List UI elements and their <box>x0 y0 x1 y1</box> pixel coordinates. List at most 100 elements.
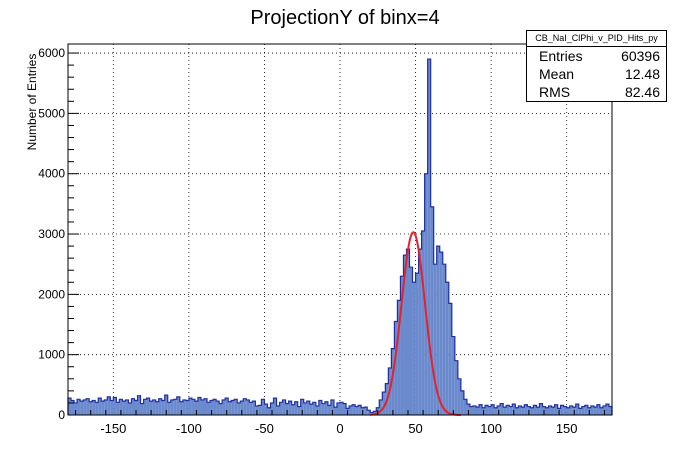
histogram-bin <box>101 401 105 415</box>
histogram-bin <box>146 398 150 415</box>
histogram-bin <box>488 406 492 415</box>
histogram-bin <box>188 398 192 415</box>
histogram-bin <box>466 404 470 415</box>
y-tick-label: 6000 <box>38 46 65 60</box>
histogram-bin <box>560 405 564 415</box>
histogram-bin <box>382 392 386 415</box>
histogram-bin <box>309 404 313 415</box>
histogram-bin <box>608 406 612 415</box>
histogram-bin <box>173 399 177 415</box>
histogram-bin <box>599 407 603 415</box>
histogram-bin <box>530 407 534 415</box>
grid-layer <box>68 44 612 415</box>
y-tick-label: 1000 <box>38 348 65 362</box>
gaussian-fit-layer <box>370 231 461 416</box>
histogram-bin <box>243 398 247 415</box>
histogram-bin <box>161 400 165 415</box>
histogram-bin <box>494 407 498 415</box>
histogram-bin <box>406 249 410 415</box>
histogram-bin <box>333 407 337 415</box>
histogram-bin <box>179 401 183 415</box>
histogram-bin <box>318 400 322 415</box>
histogram-bin <box>197 397 201 415</box>
histogram-bin <box>358 405 362 415</box>
histogram-bin <box>485 405 489 415</box>
histogram-bin <box>349 405 353 415</box>
histogram-bin <box>397 300 401 415</box>
histogram-bin <box>119 399 123 415</box>
histogram-bin <box>264 404 268 415</box>
histogram-bin <box>170 399 174 415</box>
histogram-bin <box>427 59 431 416</box>
histogram-bin <box>312 402 316 415</box>
y-tick-label: 3000 <box>38 227 65 241</box>
histogram-bin <box>74 402 78 415</box>
stats-row-rms: RMS 82.46 <box>527 83 666 101</box>
stats-row-entries: Entries 60396 <box>527 47 666 65</box>
histogram-bin <box>415 273 419 415</box>
histogram-bin <box>167 402 171 415</box>
histogram-bin <box>297 406 301 415</box>
histogram-bin <box>158 398 162 415</box>
stats-label: Mean <box>539 66 575 82</box>
histogram-bin <box>294 401 298 415</box>
histogram-bin <box>107 396 111 415</box>
histogram-bin <box>98 398 102 415</box>
histogram-bin <box>445 282 449 415</box>
histogram-bin <box>306 401 310 415</box>
histogram-bin <box>176 396 180 415</box>
histogram-bin <box>336 402 340 415</box>
histogram-bin <box>352 404 356 415</box>
histogram-bin <box>448 303 452 415</box>
histogram-bin <box>213 399 217 415</box>
histogram-bin <box>605 404 609 415</box>
histogram-bin <box>391 348 395 415</box>
histogram-bin <box>409 267 413 415</box>
y-tick-label: 0 <box>58 408 65 422</box>
histogram-bin <box>191 399 195 415</box>
histogram-bin <box>451 336 455 415</box>
histogram-bin <box>575 404 579 415</box>
histogram-bin <box>137 395 141 415</box>
histogram-bin <box>515 407 519 415</box>
histogram-bin <box>593 407 597 415</box>
histogram-outline <box>67 58 613 415</box>
histogram-bin <box>80 401 84 415</box>
histogram-bin <box>551 407 555 415</box>
x-tick-label: 100 <box>480 421 502 436</box>
histogram-bin <box>457 378 461 415</box>
axis-layer: -150 -100 -50 0 50 100 150 0 1000 2000 3000 4000 500… <box>38 46 605 436</box>
histogram-bin <box>364 407 368 415</box>
histogram-bin <box>463 399 467 415</box>
histogram-bin <box>207 402 211 415</box>
stats-row-mean: Mean 12.48 <box>527 65 666 83</box>
histogram-bin <box>152 399 156 415</box>
histogram-bin <box>110 400 114 415</box>
histogram-bin <box>340 402 344 415</box>
y-axis-label: Number of Entries <box>25 54 39 151</box>
histogram-bin <box>355 406 359 415</box>
histogram-bin <box>237 402 241 415</box>
histogram-bin <box>545 407 549 415</box>
histogram-bin <box>276 405 280 415</box>
gaussian-fit-curve <box>370 231 461 416</box>
histogram-bin <box>512 404 516 415</box>
histogram-bin <box>509 406 513 415</box>
histogram-bin <box>412 282 416 415</box>
histogram-bin <box>300 399 304 415</box>
histogram-bin <box>288 401 292 415</box>
histogram-bin <box>521 407 525 415</box>
histogram-bin <box>503 407 507 415</box>
histogram-bin <box>491 404 495 415</box>
histogram-bin <box>68 398 72 415</box>
histogram-bin <box>200 399 204 415</box>
histogram-bin <box>321 403 325 415</box>
histogram-bin <box>439 252 443 415</box>
histogram-bin <box>584 405 588 415</box>
histogram-bin <box>472 405 476 415</box>
histogram-bin <box>548 405 552 415</box>
histogram-bin <box>131 398 135 415</box>
histogram-bin <box>569 405 573 415</box>
histogram-bin <box>77 399 81 415</box>
